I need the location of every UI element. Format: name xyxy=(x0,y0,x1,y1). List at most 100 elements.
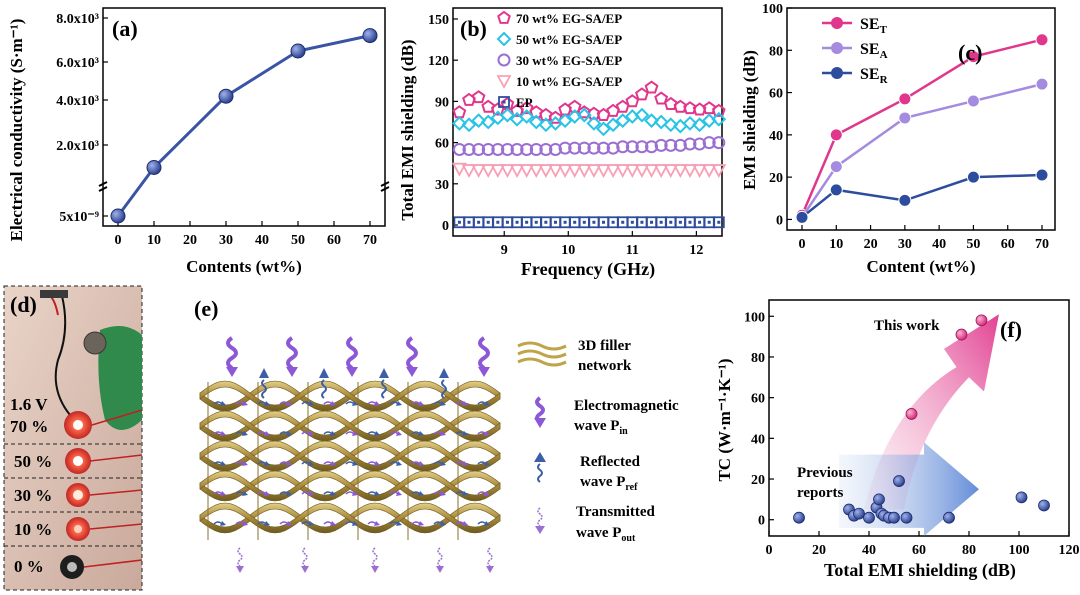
x-axis-title: Frequency (GHz) xyxy=(521,259,655,280)
scatter-arrow xyxy=(220,461,226,466)
transmitted-arrow xyxy=(486,566,494,573)
legend-marker xyxy=(831,42,843,54)
scatter-arrow xyxy=(286,491,292,496)
transmitted-arrow xyxy=(236,566,244,573)
filler-band xyxy=(199,440,501,472)
panel-e-label: (e) xyxy=(194,296,218,321)
scatter-arrow xyxy=(308,491,314,496)
data-point xyxy=(567,164,583,178)
data-point xyxy=(829,128,843,142)
data-point xyxy=(577,105,592,119)
scatter-arrow xyxy=(484,491,490,496)
scatter-wave xyxy=(367,461,377,465)
scatter-arrow xyxy=(484,461,490,466)
wire-red xyxy=(89,523,143,530)
scatter-wave xyxy=(323,521,333,525)
wire-red xyxy=(89,454,143,462)
data-point xyxy=(693,137,707,151)
data-point xyxy=(795,210,809,224)
scatter-arrow xyxy=(308,521,314,526)
data-point xyxy=(290,43,306,59)
panel-a-label: (a) xyxy=(112,16,138,41)
data-point xyxy=(451,162,467,177)
legend-label: SEA xyxy=(860,41,888,61)
y-tick-label: 0 xyxy=(758,514,765,529)
x-tick-label: 10 xyxy=(829,237,843,252)
data-point-dot xyxy=(525,220,529,224)
legend-label: SET xyxy=(860,16,888,36)
scatter-arrow xyxy=(374,431,380,436)
scatter-arrow xyxy=(352,491,358,496)
y-tick-label: 90 xyxy=(435,95,449,110)
scatter-arrow xyxy=(440,521,446,526)
scatter-arrow xyxy=(264,491,270,496)
scatter-arrow xyxy=(396,491,402,496)
data-point xyxy=(519,164,535,178)
y-axis-title: Electrical conductivity (S·m⁻¹) xyxy=(7,19,26,242)
legend-marker xyxy=(496,31,512,47)
x-tick-label: 20 xyxy=(864,237,878,252)
data-point xyxy=(500,142,514,156)
x-tick-label: 100 xyxy=(1009,543,1030,558)
data-point-dot xyxy=(659,220,663,224)
x-tick-label: 0 xyxy=(799,237,806,252)
y-tick-label: 2.0x10³ xyxy=(56,139,99,154)
transmitted-wave xyxy=(372,547,378,567)
wire xyxy=(54,295,71,416)
plot-frame xyxy=(786,7,1056,231)
data-point-dot xyxy=(544,220,548,224)
data-point-dot xyxy=(467,220,471,224)
this-work-point xyxy=(955,328,968,341)
data-point xyxy=(576,107,592,123)
data-point xyxy=(461,117,477,133)
data-point-dot xyxy=(650,220,654,224)
data-point xyxy=(966,50,980,64)
legend-label: 50 wt% EG-SA/EP xyxy=(516,32,622,47)
data-point-dot xyxy=(457,220,461,224)
previous-point xyxy=(873,493,885,506)
scatter-wave xyxy=(367,491,377,495)
reflected-wave xyxy=(321,379,327,399)
data-point xyxy=(898,193,912,207)
y-tick-label: 0 xyxy=(776,213,783,228)
panel-f: 0 20 40 60 80 100 120 0 20 40 60 80 100 This work Prev… xyxy=(715,299,1080,581)
data-point xyxy=(539,142,553,156)
previous-point xyxy=(863,511,875,524)
legend-transmitted: Transmitted wave Pout xyxy=(535,504,656,544)
data-point xyxy=(615,113,631,129)
scatter-arrow xyxy=(352,521,358,526)
data-point xyxy=(520,142,534,156)
data-point xyxy=(538,164,554,178)
scatter-arrow xyxy=(264,431,270,436)
legend-marker xyxy=(498,96,510,108)
data-point xyxy=(519,101,534,115)
filler-band xyxy=(199,410,501,442)
incident-arrow xyxy=(226,367,238,377)
scatter-arrow xyxy=(330,401,336,406)
data-point xyxy=(682,164,698,178)
data-point xyxy=(110,208,126,224)
data-point xyxy=(596,121,611,137)
scatter-arrow xyxy=(396,461,402,466)
data-point xyxy=(966,170,980,184)
data-point xyxy=(452,142,466,156)
scatter-arrow xyxy=(440,461,446,466)
row-label-10: 10 % xyxy=(14,520,52,539)
y-tick-label: 40 xyxy=(769,129,783,144)
legend-marker xyxy=(497,10,511,24)
data-point xyxy=(711,103,726,117)
incident-arrow xyxy=(286,367,298,377)
scatter-arrow xyxy=(396,431,402,436)
plot-frame xyxy=(102,7,386,227)
previous-point xyxy=(888,511,900,524)
x-tick-label: 70 xyxy=(363,233,377,248)
incident-wave xyxy=(346,336,358,370)
y-tick-label: 40 xyxy=(751,432,765,447)
previous-point xyxy=(793,511,805,524)
scatter-arrow xyxy=(220,431,226,436)
data-point xyxy=(597,141,611,155)
data-point-dot xyxy=(630,220,634,224)
data-point-dot xyxy=(505,220,509,224)
